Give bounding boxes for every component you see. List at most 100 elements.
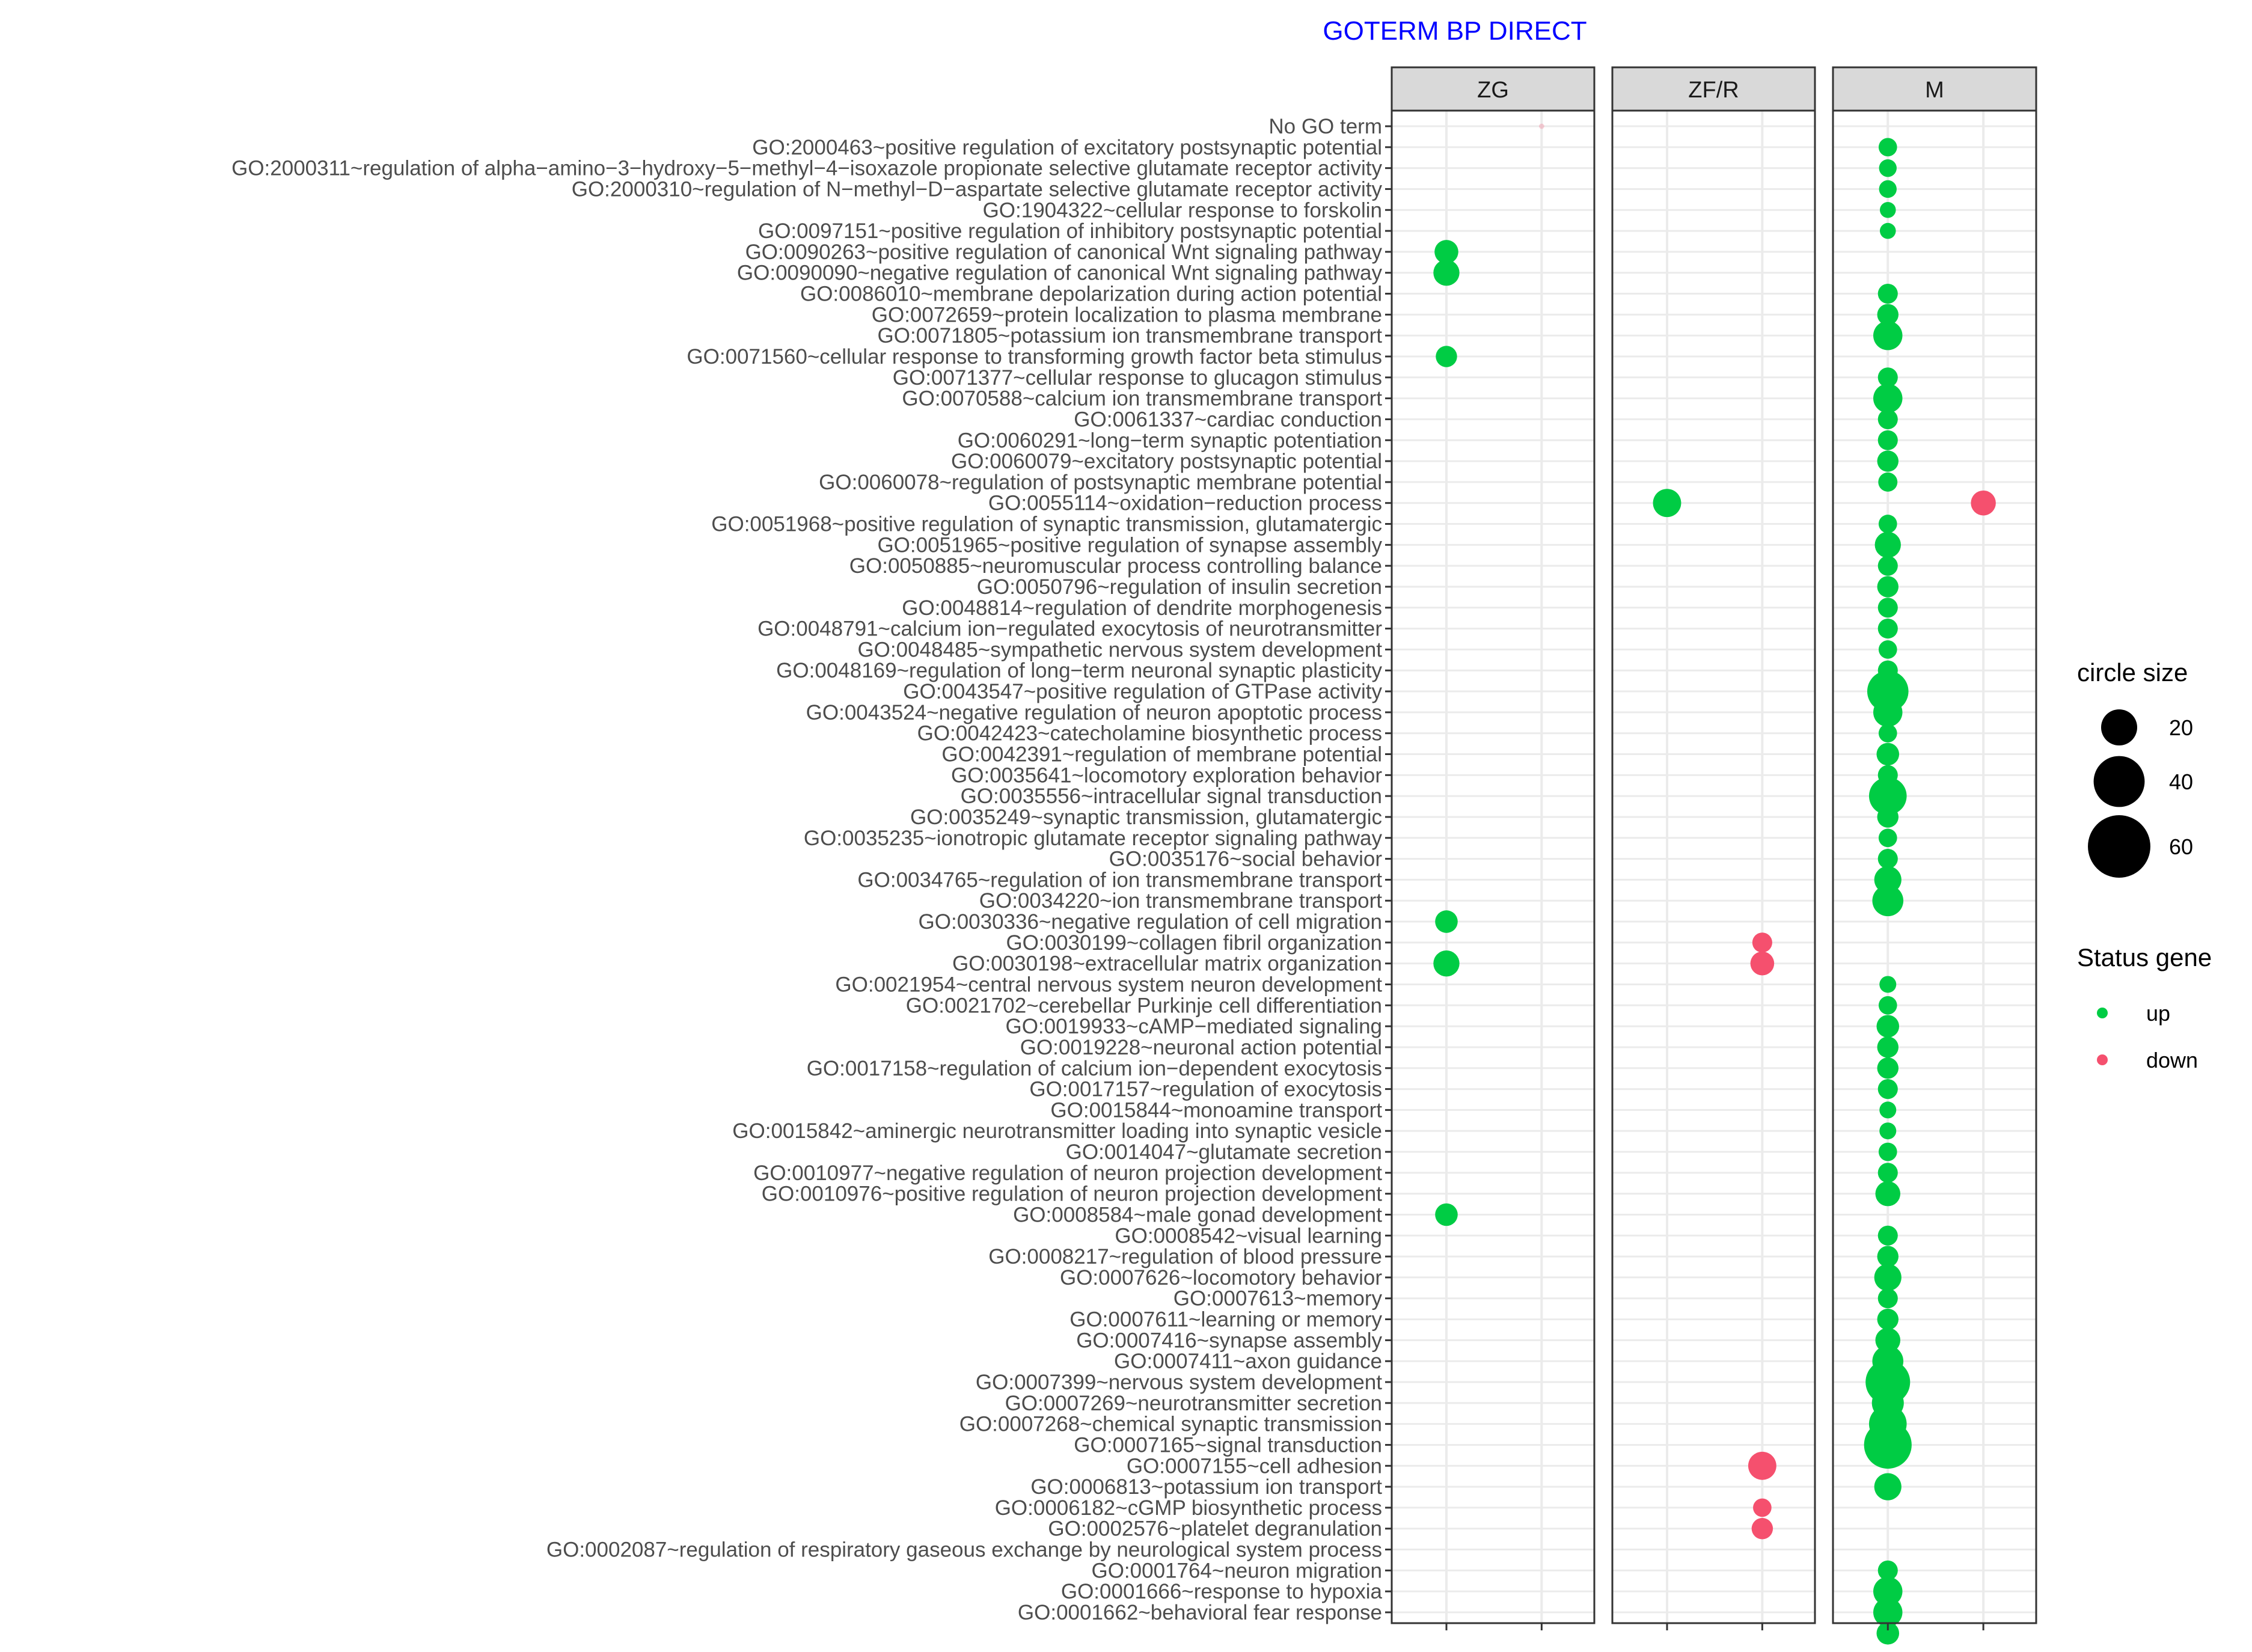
data-point — [1879, 180, 1897, 198]
data-point — [1435, 910, 1458, 933]
y-axis-term-label: GO:2000311~regulation of alpha−amino−3−h… — [231, 157, 1382, 180]
data-point — [1878, 138, 1897, 157]
y-axis-term-label: GO:0007626~locomotory behavior — [1060, 1266, 1382, 1289]
data-point — [1867, 670, 1909, 712]
y-axis-term-label: GO:0010977~negative regulation of neuron… — [753, 1161, 1382, 1185]
y-axis-term-label: GO:0006182~cGMP biosynthetic process — [995, 1496, 1382, 1520]
data-point — [1878, 724, 1897, 743]
y-axis-term-label: GO:0048169~regulation of long−term neuro… — [776, 659, 1382, 682]
y-axis-term-label: GO:0017158~regulation of calcium ion−dep… — [807, 1057, 1382, 1080]
panel-border — [1832, 109, 2037, 1624]
y-axis-term-label: GO:0050796~regulation of insulin secreti… — [977, 575, 1382, 599]
y-axis-term-label: GO:0019933~cAMP−mediated signaling — [1005, 1015, 1382, 1038]
y-axis-term-label: GO:0007411~axon guidance — [1114, 1350, 1382, 1373]
data-point — [1436, 346, 1457, 367]
y-axis-term-label: GO:0035249~synaptic transmission, glutam… — [910, 806, 1382, 829]
y-axis-term-label: GO:0008584~male gonad development — [1013, 1203, 1382, 1226]
data-point — [1877, 1246, 1899, 1267]
data-point — [1877, 598, 1898, 618]
data-point — [1877, 806, 1899, 828]
y-axis-term-label: GO:0017157~regulation of exocytosis — [1029, 1078, 1382, 1101]
y-axis-term-label: GO:0035176~social behavior — [1109, 848, 1383, 871]
y-axis-term-label: GO:0015844~monoamine transport — [1050, 1098, 1382, 1122]
legend-size-key — [2093, 756, 2145, 807]
y-axis-term-label: GO:2000310~regulation of N−methyl−D−aspa… — [572, 177, 1383, 201]
y-axis-term-label: GO:0060078~regulation of postsynaptic me… — [819, 471, 1382, 494]
data-point — [1874, 1264, 1902, 1291]
y-axis-term-label: GO:0007155~cell adhesion — [1127, 1454, 1382, 1478]
y-axis-term-label: GO:0071805~potassium ion transmembrane t… — [878, 324, 1383, 347]
y-axis-term-label: GO:0042423~catecholamine biosynthetic pr… — [917, 722, 1382, 745]
y-axis-term-label: GO:0030198~extracellular matrix organiza… — [952, 952, 1382, 976]
y-axis-term-label: GO:0072659~protein localization to plasm… — [872, 303, 1382, 326]
facet-strip — [1611, 66, 1816, 112]
y-axis-term-label: GO:0021954~central nervous system neuron… — [835, 973, 1382, 996]
facet-strip-label: ZG — [1477, 78, 1509, 103]
y-axis-term-label: GO:0071560~cellular response to transfor… — [687, 345, 1382, 369]
data-point — [1878, 640, 1897, 659]
data-point — [1874, 866, 1902, 893]
facet-strip — [1832, 66, 2037, 112]
data-point — [1879, 222, 1896, 239]
y-axis-term-label: GO:0048791~calcium ion−regulated exocyto… — [757, 617, 1382, 641]
data-point — [1748, 1451, 1776, 1480]
data-point — [1877, 430, 1898, 450]
legend: circle size 20 40 60 Status gene up down — [2077, 658, 2212, 1072]
data-point — [1753, 1498, 1772, 1517]
y-axis-term-label: GO:0035556~intracellular signal transduc… — [961, 785, 1382, 808]
facet-strip — [1391, 66, 1596, 112]
y-axis-term-label: GO:0061337~cardiac conduction — [1074, 408, 1382, 431]
data-point — [1877, 1225, 1898, 1246]
data-point — [1879, 1122, 1897, 1140]
legend-size-title: circle size — [2077, 658, 2188, 687]
data-point — [1877, 1560, 1898, 1580]
y-axis-term-label: GO:2000463~positive regulation of excita… — [752, 136, 1382, 159]
y-axis-term-label: GO:0006813~potassium ion transport — [1030, 1475, 1382, 1499]
data-point — [1864, 1421, 1912, 1469]
chart-title: GOTERM BP DIRECT — [1323, 16, 1586, 46]
data-point — [1877, 283, 1898, 304]
data-point — [1433, 950, 1460, 977]
y-axis-term-label: GO:0007268~chemical synaptic transmissio… — [959, 1413, 1382, 1436]
panel-background — [1612, 111, 1815, 1623]
y-axis-term-label: GO:0055114~oxidation−reduction process — [988, 492, 1382, 515]
y-axis-term-label: GO:0035235~ionotropic glutamate receptor… — [804, 827, 1383, 850]
data-point — [1538, 123, 1544, 129]
panel-frames: ZG ZF/R M — [1391, 66, 2037, 1630]
y-axis-term-label: GO:0007416~synapse assembly — [1076, 1329, 1382, 1352]
y-axis-term-label: GO:0010976~positive regulation of neuron… — [762, 1182, 1383, 1206]
data-point — [1872, 885, 1904, 917]
y-axis-term-label: GO:0050885~neuromuscular process control… — [849, 554, 1382, 578]
legend-size-label: 60 — [2169, 834, 2193, 859]
data-point — [1750, 951, 1775, 976]
data-point — [1876, 742, 1900, 766]
data-point — [1877, 1057, 1899, 1079]
y-axis-term-label: GO:0007269~neurotransmitter secretion — [1005, 1392, 1382, 1415]
y-axis-term-label: GO:0048814~regulation of dendrite morpho… — [902, 596, 1382, 620]
data-point — [1874, 531, 1901, 558]
y-axis-term-label: GO:0090090~negative regulation of canoni… — [737, 262, 1383, 285]
data-point — [1877, 849, 1898, 869]
data-point — [1879, 1101, 1897, 1119]
y-axis-term-label: GO:0042391~regulation of membrane potent… — [941, 743, 1382, 766]
y-axis-term-label: GO:0007613~memory — [1173, 1287, 1383, 1311]
data-point — [1878, 996, 1897, 1015]
data-point — [1877, 619, 1898, 639]
data-point — [1877, 1308, 1899, 1330]
y-axis-term-label: GO:0007611~learning or memory — [1069, 1308, 1382, 1332]
data-point — [1879, 976, 1897, 993]
data-point — [1873, 320, 1903, 350]
data-point — [1971, 490, 1996, 516]
data-point — [1876, 1015, 1900, 1038]
y-axis-term-label: GO:0015842~aminergic neurotransmitter lo… — [732, 1119, 1382, 1143]
data-point — [1877, 450, 1899, 472]
y-axis-term-label: GO:0002576~platelet degranulation — [1048, 1517, 1382, 1541]
y-axis-term-label: GO:0001764~neuron migration — [1091, 1559, 1382, 1582]
data-point — [1653, 489, 1681, 518]
legend-size-label: 40 — [2169, 769, 2193, 794]
panel-background — [1392, 111, 1594, 1623]
y-axis-term-label: GO:0021702~cerebellar Purkinje cell diff… — [906, 994, 1382, 1017]
y-axis-term-label: GO:0043547~positive regulation of GTPase… — [903, 680, 1382, 703]
